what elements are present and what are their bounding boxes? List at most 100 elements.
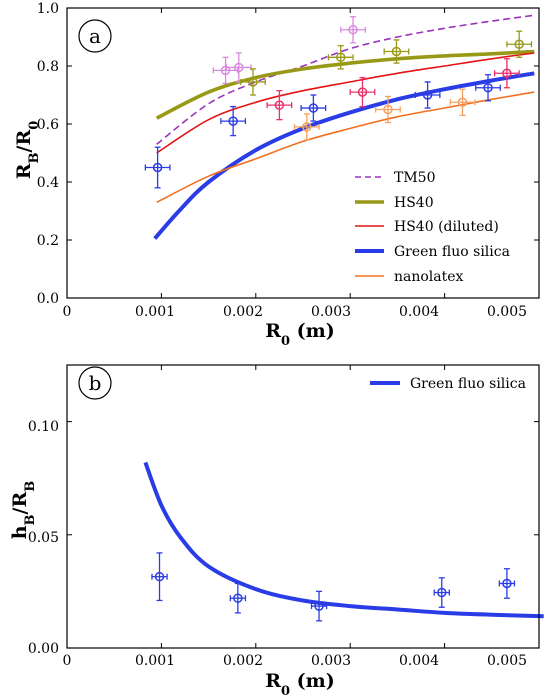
data-point-nanolatex [449, 88, 476, 116]
panel-a-ytick-label: 0.2 [37, 233, 59, 249]
marker-circle [314, 601, 324, 611]
panel-b-xtick-label: 0.001 [135, 653, 175, 669]
marker-circle [308, 103, 319, 113]
marker-circle [154, 571, 165, 582]
panel-b-ytick-label: 0.00 [28, 641, 59, 657]
series-line-nanolatex [156, 91, 535, 204]
data-point-green-fluo-silica [498, 568, 516, 599]
marker-circle [228, 116, 238, 126]
panel-a-ytick-label: 0.0 [37, 291, 59, 307]
data-point-green-fluo-silica [414, 81, 441, 109]
data-point-green-fluo-silica [151, 552, 168, 602]
panel-b-xtick-label: 0.004 [399, 653, 439, 669]
marker-circle [220, 65, 231, 76]
panel-b-ytick-label: 0.05 [28, 530, 59, 546]
marker-circle [514, 39, 524, 49]
panel-a-xtick-label: 0.001 [135, 304, 175, 320]
panel-a-badge-circle [78, 19, 112, 53]
legend-label-nanolatex: nanolatex [394, 269, 464, 285]
panel-b-points [151, 552, 516, 622]
series-line-hs40 [155, 49, 535, 120]
marker-circle [457, 97, 468, 107]
panel-a-ytick-label: 0.8 [37, 59, 59, 75]
panel-a-ticks [67, 8, 539, 298]
legend-label-green-fluo-silica-b: Green fluo silica [410, 376, 526, 392]
marker-circle [152, 162, 163, 173]
data-point-tm50 [225, 52, 252, 83]
panel-a-xtick-label: 0.003 [311, 304, 351, 320]
marker-circle [422, 90, 433, 100]
panel-a: 0.0 0.2 0.4 0.6 0.8 1.0 0 0.001 0.002 0.… [13, 1, 540, 349]
panel-b-ticks [67, 365, 539, 648]
data-point-hs40 [506, 30, 533, 58]
panel-a-badge: a [78, 19, 112, 53]
marker-circle [274, 100, 285, 110]
panel-b-yaxis-title: hB/RB [9, 481, 38, 540]
legend-label-hs40: HS40 [394, 195, 434, 211]
legend-label-hs40-diluted: HS40 (diluted) [394, 219, 499, 235]
panel-b-xtick-label: 0.005 [487, 653, 527, 669]
panel-b-legend: Green fluo silica [370, 376, 526, 392]
data-point-green-fluo-silica [310, 590, 328, 622]
marker-circle [336, 52, 346, 63]
panel-a-points [144, 16, 533, 189]
panel-a-badge-letter: a [89, 24, 101, 48]
marker-circle [383, 104, 393, 115]
marker-circle [437, 587, 447, 598]
marker-circle [483, 83, 493, 93]
panel-a-xtick-label: 0.002 [223, 304, 263, 320]
panel-a-ytick-label: 1.0 [37, 1, 59, 17]
panel-b-curves [143, 461, 544, 619]
data-point-hs40 [383, 39, 410, 64]
panel-a-xtick-label: 0 [63, 304, 72, 320]
panel-b-frame [66, 364, 540, 649]
panel-b-ytick-label: 0.10 [28, 419, 59, 435]
data-point-hs40 [240, 68, 266, 96]
series-line-hs40-diluted [156, 52, 535, 154]
legend-label-tm50: TM50 [394, 170, 436, 186]
data-point-hs40 [327, 45, 354, 70]
marker-circle [234, 62, 244, 73]
data-point-tm50 [340, 16, 366, 44]
panel-a-curves [153, 14, 535, 240]
panel-a-xtick-label: 0.005 [487, 304, 527, 320]
marker-circle [502, 68, 512, 78]
marker-circle [502, 578, 512, 589]
panel-b-badge-letter: b [89, 371, 102, 395]
data-point-green-fluo-silica [433, 577, 450, 608]
data-point-green-fluo-silica [144, 146, 171, 189]
panel-b: 0.00 0.05 0.10 0 0.001 0.002 0.003 0.004… [9, 364, 544, 696]
panel-a-legend: TM50 HS40 HS40 (diluted) Green fluo sili… [355, 170, 510, 285]
marker-circle [391, 46, 402, 57]
data-point-nanolatex [375, 95, 401, 124]
marker-circle [302, 122, 312, 132]
legend-label-green-fluo-silica: Green fluo silica [394, 244, 510, 260]
data-point-hs40-diluted [266, 90, 293, 121]
data-point-green-fluo-silica [300, 94, 327, 122]
panel-b-xtick-label: 0.002 [223, 653, 263, 669]
panel-a-frame [66, 7, 540, 299]
data-point-nanolatex [293, 113, 320, 141]
data-point-hs40-diluted [493, 58, 520, 89]
data-point-tm50 [212, 56, 239, 85]
panel-b-xaxis-title: R0 (m) [265, 670, 335, 696]
marker-circle [348, 25, 358, 35]
panel-a-yaxis-title: RB/R0 [13, 121, 42, 180]
series-line-tm50 [156, 14, 535, 145]
data-point-green-fluo-silica [229, 582, 247, 614]
panel-a-xaxis-title: R0 (m) [265, 320, 335, 349]
data-point-hs40-diluted [349, 76, 376, 108]
panel-b-xtick-label: 0.003 [311, 653, 351, 669]
marker-circle [248, 77, 258, 87]
data-point-green-fluo-silica [475, 74, 501, 102]
panel-a-ytick-label: 0.6 [37, 117, 59, 133]
panel-a-xtick-label: 0.004 [399, 304, 439, 320]
marker-circle [233, 593, 243, 603]
panel-b-xtick-label: 0 [63, 653, 72, 669]
marker-circle [357, 87, 368, 97]
data-point-green-fluo-silica [220, 105, 247, 137]
panel-a-ytick-label: 0.4 [37, 175, 59, 191]
panel-b-badge-circle [78, 366, 112, 400]
series-line-green-fluo-silica [143, 461, 544, 619]
